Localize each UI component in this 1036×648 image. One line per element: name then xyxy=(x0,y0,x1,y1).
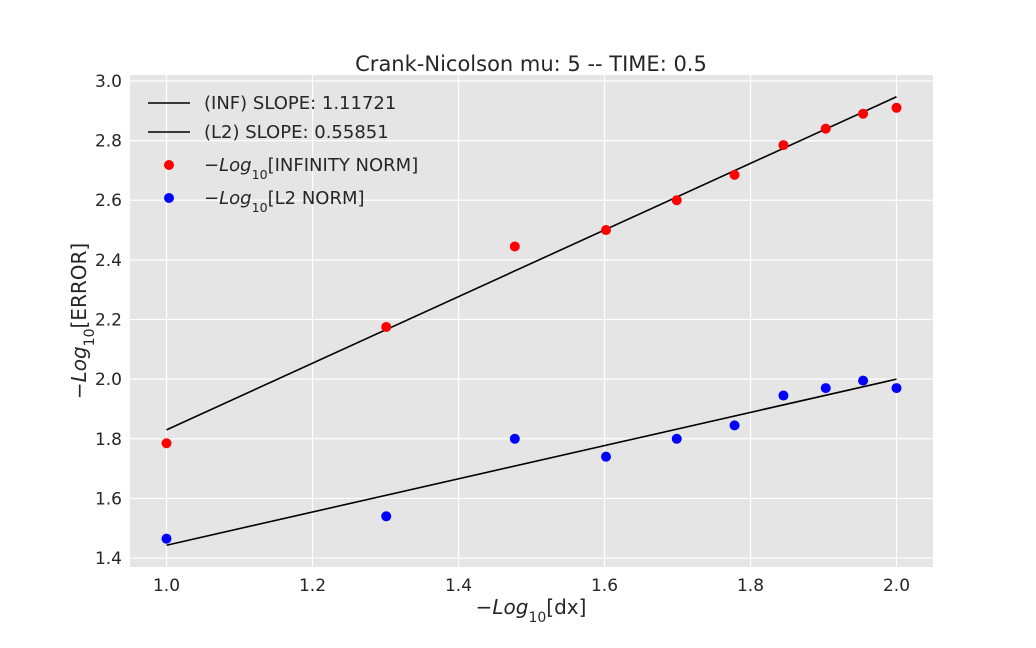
y-axis-label: −Log10[ERROR] xyxy=(67,243,98,399)
l2-norm-point xyxy=(161,533,172,544)
legend-entry-0: (INF) SLOPE: 1.11721 xyxy=(204,93,396,114)
x-tick-label: 1.4 xyxy=(445,576,472,596)
data-points xyxy=(161,102,902,544)
x-tick-label: 1.0 xyxy=(153,576,180,596)
infinity-norm-point xyxy=(820,123,831,134)
y-tick-label: 2.6 xyxy=(95,191,122,211)
y-tick-label: 3.0 xyxy=(95,72,122,92)
y-tick-label: 1.8 xyxy=(95,430,122,450)
l2-norm-point xyxy=(601,451,612,462)
x-tick-label: 1.8 xyxy=(737,576,764,596)
infinity-norm-point xyxy=(778,140,789,151)
fit-lines xyxy=(166,96,897,547)
y-tick-label: 1.6 xyxy=(95,489,122,509)
plot-background xyxy=(130,75,933,567)
y-tick-label: 2.8 xyxy=(95,132,122,152)
chart-title: Crank-Nicolson mu: 5 -- TIME: 0.5 xyxy=(355,52,707,76)
x-tick-label: 2.0 xyxy=(883,576,910,596)
fit-line-1 xyxy=(166,378,897,547)
fit-line-0 xyxy=(166,96,897,431)
legend-entry-1: (L2) SLOPE: 0.55851 xyxy=(204,122,389,143)
l2-norm-point xyxy=(509,433,520,444)
y-tick-label: 1.4 xyxy=(95,549,122,569)
legend: (INF) SLOPE: 1.11721 (L2) SLOPE: 0.55851 −… xyxy=(148,93,418,215)
x-axis-label: −Log10[dx] xyxy=(476,595,587,626)
infinity-norm-point xyxy=(891,102,902,113)
legend-dot-marker xyxy=(164,160,174,170)
infinity-norm-point xyxy=(161,438,172,449)
infinity-norm-point xyxy=(509,241,520,252)
l2-norm-point xyxy=(729,420,740,431)
x-tick-labels: 1.0 1.2 1.4 1.6 1.8 2.0 xyxy=(153,576,910,596)
y-tick-labels: 1.4 1.6 1.8 2.0 2.2 2.4 2.6 2.8 3.0 xyxy=(95,72,122,569)
x-tick-label: 1.2 xyxy=(299,576,326,596)
l2-norm-point xyxy=(891,383,902,394)
l2-norm-point xyxy=(820,383,831,394)
y-tick-label: 2.2 xyxy=(95,311,122,331)
legend-entry-3: −Log10[L2 NORM] xyxy=(204,188,365,215)
x-tick-label: 1.6 xyxy=(591,576,618,596)
infinity-norm-point xyxy=(729,169,740,180)
infinity-norm-point xyxy=(858,108,869,119)
infinity-norm-point xyxy=(601,225,612,236)
l2-norm-point xyxy=(381,511,392,522)
infinity-norm-point xyxy=(381,321,392,332)
legend-entry-2: −Log10[INFINITY NORM] xyxy=(204,155,418,182)
y-tick-label: 2.4 xyxy=(95,251,122,271)
l2-norm-point xyxy=(858,375,869,386)
l2-norm-point xyxy=(671,433,682,444)
legend-dot-marker xyxy=(164,193,174,203)
y-tick-label: 2.0 xyxy=(95,370,122,390)
infinity-norm-point xyxy=(671,195,682,206)
l2-norm-point xyxy=(778,390,789,401)
